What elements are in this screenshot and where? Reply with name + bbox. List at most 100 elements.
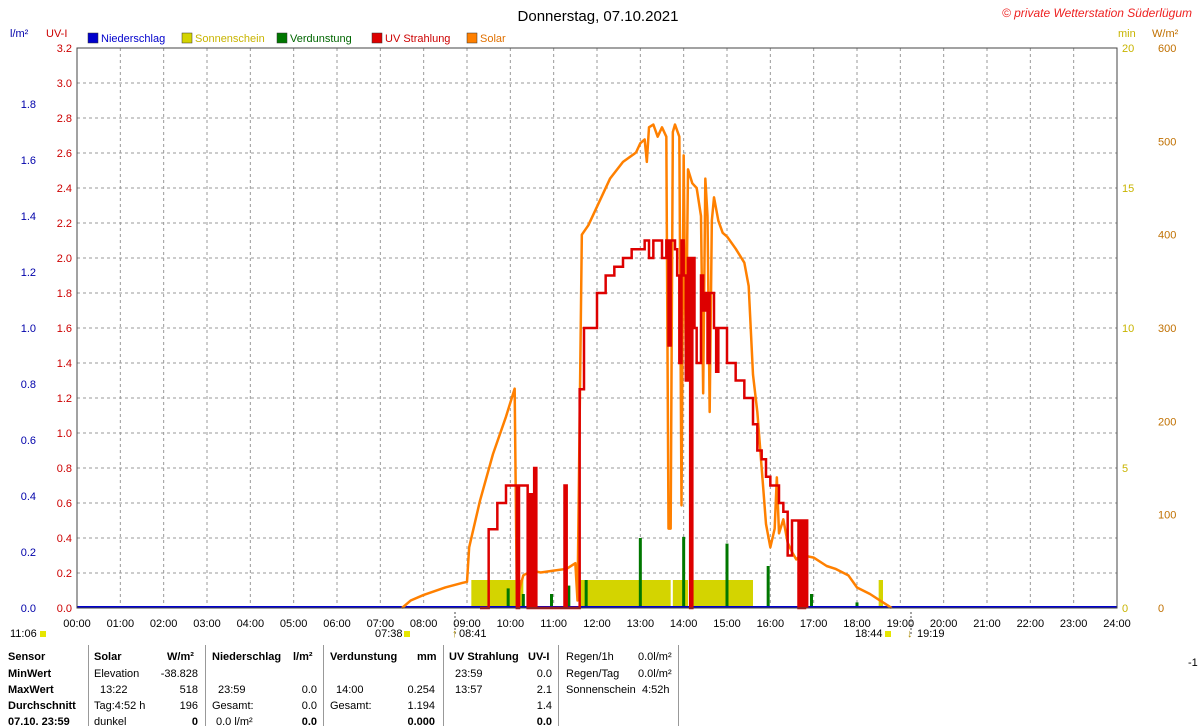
y-tick-uvi: 2.8 bbox=[57, 113, 72, 125]
table-divider bbox=[205, 645, 206, 726]
table-divider bbox=[88, 645, 89, 726]
y-tick-wm2: 400 bbox=[1158, 230, 1176, 242]
moonset-icon: ↓ bbox=[907, 628, 913, 640]
uv-now-value: 0.0 bbox=[536, 716, 552, 728]
y-tick-wm2: 600 bbox=[1158, 43, 1176, 55]
y-tick-lm2: 0.0 bbox=[21, 603, 36, 615]
x-tick-label: 11:00 bbox=[540, 618, 567, 630]
precip-unit: l/m² bbox=[293, 651, 313, 663]
x-tick-label: 21:00 bbox=[973, 618, 1001, 630]
precip-max-label: 23:59 bbox=[218, 684, 246, 696]
evap-max-label: 14:00 bbox=[336, 684, 364, 696]
y-tick-min: 20 bbox=[1122, 43, 1134, 55]
evaporation-bar bbox=[682, 536, 686, 608]
y-tick-lm2: 0.4 bbox=[21, 491, 36, 503]
rain-day-value: 0.0l/m² bbox=[638, 668, 672, 680]
legend-label: Niederschlag bbox=[101, 33, 165, 45]
table-divider bbox=[558, 645, 559, 726]
y-tick-lm2: 0.8 bbox=[21, 379, 36, 391]
x-tick-label: 17:00 bbox=[800, 618, 828, 630]
uv-max-value: 2.1 bbox=[536, 684, 552, 696]
unit-min: min bbox=[1118, 28, 1136, 40]
x-tick-label: 15:00 bbox=[713, 618, 741, 630]
evaporation-bar bbox=[550, 594, 553, 608]
y-tick-uvi: 1.0 bbox=[57, 428, 72, 440]
sunshine-bar bbox=[672, 580, 688, 608]
sun-moon-markers: 11:06 07:38 ↑ 08:41 18:44 ↓ 19:19 bbox=[10, 612, 945, 640]
moonset-label: 19:19 bbox=[917, 628, 945, 640]
evap-now-value: 0.000 bbox=[407, 716, 435, 728]
y-tick-min: 5 bbox=[1122, 463, 1128, 475]
solar-now-label: dunkel bbox=[94, 716, 127, 728]
y-tick-min: 0 bbox=[1122, 603, 1128, 615]
x-tick-label: 05:00 bbox=[280, 618, 308, 630]
x-tick-label: 03:00 bbox=[193, 618, 221, 630]
y-tick-uvi: 0.4 bbox=[57, 533, 72, 545]
precip-total-label: Gesamt: bbox=[212, 700, 254, 712]
sunshine-bar bbox=[579, 580, 671, 608]
chart-title: Donnerstag, 07.10.2021 bbox=[518, 8, 679, 25]
x-tick-label: 19:00 bbox=[887, 618, 915, 630]
y-tick-lm2: 1.8 bbox=[21, 99, 36, 111]
legend-label: Verdunstung bbox=[290, 33, 352, 45]
evap-unit: mm bbox=[417, 651, 437, 663]
y-tick-wm2: 500 bbox=[1158, 136, 1176, 148]
uv-min-label: 23:59 bbox=[455, 668, 483, 680]
orange-square-icon bbox=[466, 32, 478, 44]
y-tick-uvi: 2.4 bbox=[57, 183, 72, 195]
uv-header: UV Strahlung bbox=[449, 651, 519, 663]
table-divider bbox=[323, 645, 324, 726]
x-tick-label: 09:00 bbox=[453, 618, 481, 630]
stats-table: Sensor MinWert MaxWert Durchschnitt 07.1… bbox=[0, 645, 1200, 728]
green-square-icon bbox=[276, 32, 288, 44]
solar-now-value: 0 bbox=[191, 716, 198, 728]
noon-label: 08:41 bbox=[459, 628, 487, 640]
x-axis-ticks: 00:00 01:00 02:00 03:00 04:00 05:00 06:00 07:00… bbox=[63, 618, 1131, 630]
y-tick-lm2: 1.2 bbox=[21, 267, 36, 279]
unit-uvi: UV-I bbox=[46, 28, 67, 40]
x-tick-label: 06:00 bbox=[323, 618, 351, 630]
rain-1h-value: 0.0l/m² bbox=[638, 651, 672, 663]
x-tick-label: 16:00 bbox=[757, 618, 785, 630]
weather-chart: Donnerstag, 07.10.2021 © private Wetters… bbox=[10, 6, 1192, 640]
y-tick-lm2: 1.6 bbox=[21, 155, 36, 167]
precip-header: Niederschlag bbox=[212, 651, 282, 663]
evaporation-bar bbox=[810, 594, 813, 608]
legend-label: Solar bbox=[480, 33, 506, 45]
row-label-min: MinWert bbox=[8, 668, 52, 680]
sunrise-label: 07:38 bbox=[375, 628, 403, 640]
sunshine-total-label: Sonnenschein bbox=[566, 684, 636, 696]
chart-legend: Niederschlag Sonnenschein Verdunstung UV St… bbox=[87, 32, 506, 45]
x-tick-label: 12:00 bbox=[583, 618, 611, 630]
solar-header: Solar bbox=[94, 651, 122, 663]
evap-total-value: 1.194 bbox=[407, 700, 435, 712]
x-tick-label: 23:00 bbox=[1060, 618, 1088, 630]
precip-max-value: 0.0 bbox=[301, 684, 317, 696]
evap-header: Verdunstung bbox=[330, 651, 398, 663]
x-tick-label: 00:00 bbox=[63, 618, 91, 630]
evaporation-bar bbox=[766, 566, 770, 608]
evap-max-value: 0.254 bbox=[407, 684, 435, 696]
uv-avg-value: 1.4 bbox=[536, 700, 552, 712]
y-tick-uvi: 2.6 bbox=[57, 148, 72, 160]
y-tick-uvi: 1.8 bbox=[57, 288, 72, 300]
solar-max-label: 13:22 bbox=[100, 684, 128, 696]
evaporation-bar bbox=[855, 602, 859, 608]
evaporation-bar bbox=[638, 538, 642, 608]
y-tick-uvi: 2.2 bbox=[57, 218, 72, 230]
chart-series bbox=[77, 123, 1117, 610]
solar-max-value: 518 bbox=[179, 684, 198, 696]
evaporation-bar bbox=[584, 580, 588, 608]
y-tick-wm2: 100 bbox=[1158, 510, 1176, 522]
sunshine-bar bbox=[878, 580, 883, 608]
y-tick-uvi: 1.2 bbox=[57, 393, 72, 405]
row-label-avg: Durchschnitt bbox=[8, 700, 76, 712]
legend-label: UV Strahlung bbox=[385, 33, 450, 45]
y-tick-uvi: 0.6 bbox=[57, 498, 72, 510]
sunshine-bar bbox=[692, 580, 753, 608]
x-tick-label: 24:00 bbox=[1103, 618, 1131, 630]
uv-min-value: 0.0 bbox=[536, 668, 552, 680]
copyright-label: © private Wetterstation Süderlügum bbox=[1002, 6, 1192, 20]
x-tick-label: 02:00 bbox=[150, 618, 178, 630]
precip-now-value: 0.0 bbox=[301, 716, 317, 728]
